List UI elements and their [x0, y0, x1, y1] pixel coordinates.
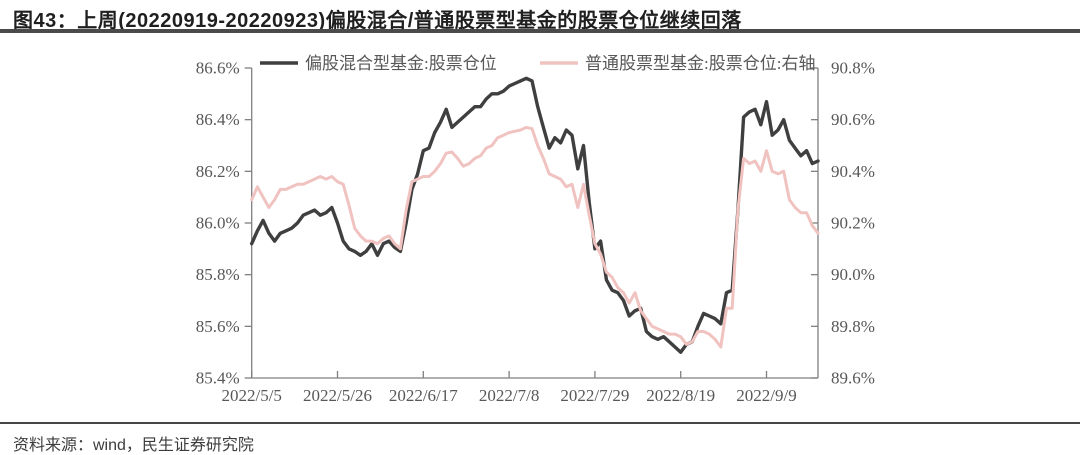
left-axis-tick-label: 86.4% — [196, 110, 240, 129]
footer-divider — [0, 422, 1080, 424]
x-axis-tick-label: 2022/8/19 — [646, 386, 715, 405]
left-axis-tick-label: 85.4% — [196, 369, 240, 388]
right-axis-tick-label: 90.0% — [831, 265, 875, 284]
x-axis-tick-label: 2022/7/29 — [560, 386, 629, 405]
title-underline — [0, 29, 1080, 33]
page-title: 图43：上周(20220919-20220923)偏股混合/普通股票型基金的股票… — [13, 10, 742, 32]
series-line-equity-fund — [250, 125, 820, 349]
right-axis-tick-label: 89.6% — [831, 369, 875, 388]
figure-header: 图43：上周(20220919-20220923)偏股混合/普通股票型基金的股票… — [0, 0, 1080, 33]
left-axis-tick-label: 85.6% — [196, 317, 240, 336]
figure-footer: 资料来源：wind，民生证券研究院 — [0, 422, 1080, 455]
x-axis-tick-label: 2022/5/5 — [221, 386, 281, 405]
left-axis-tick-label: 85.8% — [196, 265, 240, 284]
left-axis-tick-label: 86.6% — [196, 59, 240, 78]
legend-label-hybrid-fund: 偏股混合型基金:股票仓位 — [305, 54, 497, 73]
right-axis-tick-label: 90.4% — [831, 162, 875, 181]
x-axis-tick-label: 2022/9/9 — [736, 386, 796, 405]
left-axis-tick-label: 86.0% — [196, 214, 240, 233]
right-axis-tick-label: 90.2% — [831, 214, 875, 233]
x-axis-tick-label: 2022/6/17 — [389, 386, 458, 405]
x-axis-tick-label: 2022/5/26 — [303, 386, 372, 405]
right-axis-tick-label: 90.8% — [831, 59, 875, 78]
series-line-hybrid-fund — [250, 76, 820, 354]
legend-label-equity-fund: 普通股票型基金:股票仓位:右轴 — [585, 54, 815, 73]
left-axis-tick-label: 86.2% — [196, 162, 240, 181]
x-axis-tick-label: 2022/7/8 — [479, 386, 539, 405]
right-axis-tick-label: 89.8% — [831, 317, 875, 336]
source-note: 资料来源：wind，民生证券研究院 — [13, 437, 254, 454]
right-axis-tick-label: 90.6% — [831, 110, 875, 129]
